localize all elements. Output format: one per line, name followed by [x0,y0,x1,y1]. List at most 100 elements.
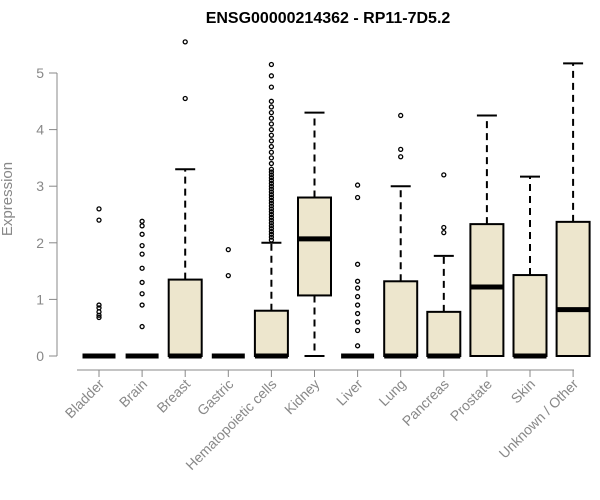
outlier-point [268,166,275,172]
outlier-point [268,214,275,220]
outlier-point [354,302,361,308]
outlier-point [268,155,275,161]
outlier-point [96,302,102,308]
box-body [383,280,419,357]
outlier-point [441,229,447,236]
outlier-point [354,343,361,349]
x-tick-label: Gastric [194,376,237,419]
outlier-point [268,200,275,206]
outlier-point [268,149,275,155]
chart-title: ENSG00000214362 - RP11-7D5.2 [206,10,451,27]
box-body [555,220,591,357]
x-tick-label: Lung [375,376,408,409]
outlier-point [139,279,145,286]
x-tick-label: Breast [153,376,193,416]
outlier-point [398,146,404,153]
outlier-point [139,323,145,330]
outlier-point [354,327,361,334]
outlier-point [268,186,275,192]
box-breast [167,39,203,359]
box-pancreas [426,172,462,359]
outlier-point [268,172,275,178]
x-tick-label: Bladder [62,376,108,422]
outlier-point [268,126,275,133]
outlier-point [268,121,275,127]
outlier-point [268,160,275,167]
y-tick-label: 4 [36,122,44,138]
outlier-point [225,272,231,279]
y-tick-label: 3 [36,178,44,194]
outlier-point [268,197,275,204]
outlier-point [441,172,447,178]
y-tick-label: 2 [36,235,44,251]
box-hematopoietic-cells [253,61,289,359]
outlier-point [139,231,145,237]
outlier-point [139,218,145,224]
y-ticks-group: 0 1 2 3 4 5 [36,65,57,364]
outlier-point [268,234,275,240]
outlier-point [268,138,275,144]
outlier-point [96,217,102,223]
outlier-point [354,194,361,201]
box-body [469,223,505,357]
box-brain [125,218,159,359]
outlier-point [139,223,145,229]
outlier-point [268,73,275,79]
box-gastric [211,246,245,359]
outlier-point [268,84,275,90]
outlier-point [268,231,275,237]
outlier-point [268,175,275,181]
box-unknown-other [555,62,591,357]
outlier-point [268,223,275,229]
x-tick-label: Pancreas [399,376,452,429]
outlier-point [139,291,145,297]
y-tick-label: 5 [36,65,44,81]
outlier-point [182,95,188,102]
box-body [426,310,462,357]
outlier-point [268,211,275,218]
box-bladder [82,206,116,359]
y-tick-label: 1 [36,291,44,307]
outlier-point [354,261,361,267]
outlier-point [268,203,275,209]
outlier-point [268,189,275,195]
outlier-point [268,109,275,116]
outlier-point [354,293,361,300]
box-skin [512,175,548,359]
outlier-point [354,182,361,188]
outlier-point [96,206,102,212]
outlier-point [354,319,361,325]
x-tick-label: Brain [116,376,150,410]
outlier-point [268,206,275,212]
box-body [253,309,289,357]
y-tick-label: 0 [36,348,44,364]
outlier-point [268,61,275,68]
box-lung [383,112,419,359]
box-kidney [297,111,332,357]
outlier-point [268,237,275,243]
outlier-point [268,192,275,198]
outlier-point [139,251,145,257]
box-body [297,196,332,297]
outlier-point [268,177,275,184]
outlier-point [268,217,275,223]
x-tick-label: Kidney [281,376,323,418]
box-body [512,274,548,358]
outlier-point [96,314,102,321]
outlier-point [268,228,275,235]
y-axis-label: Expression [0,162,16,236]
x-tick-label: Skin [508,376,539,407]
outlier-point [268,132,275,138]
outlier-point [182,39,188,45]
outlier-point [268,98,275,104]
box-body [167,278,203,357]
x-tick-label: Prostate [447,376,495,424]
x-tick-label: Unknown / Other [496,376,582,462]
outlier-point [268,180,275,187]
outlier-point [268,220,275,226]
outlier-point [96,305,102,311]
outlier-point [139,242,145,249]
